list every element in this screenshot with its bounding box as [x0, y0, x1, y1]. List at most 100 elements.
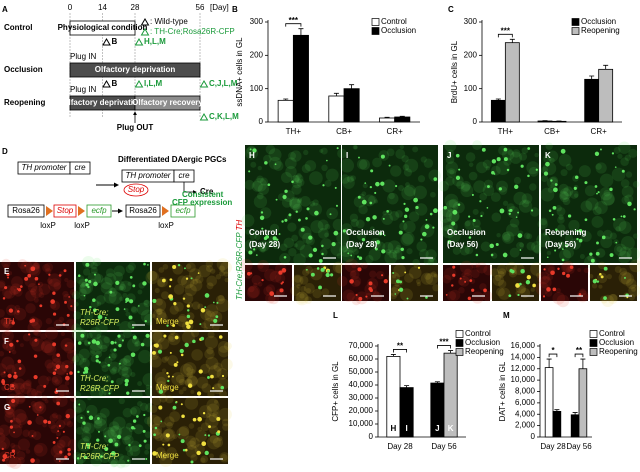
cell [370, 169, 374, 173]
texture [113, 271, 124, 282]
texture [217, 294, 225, 302]
texture [173, 284, 185, 295]
cell [6, 272, 10, 277]
cell [369, 288, 373, 293]
cell [128, 443, 131, 447]
texture [558, 231, 564, 237]
cell [402, 220, 405, 223]
cell [54, 368, 57, 371]
texture [452, 175, 464, 187]
cell [551, 213, 554, 216]
error-bar [572, 412, 578, 415]
texture [217, 377, 230, 390]
cell [455, 175, 461, 181]
cell [84, 370, 89, 374]
cell [520, 164, 524, 168]
cell [124, 378, 129, 384]
cell [132, 419, 137, 423]
texture [119, 358, 128, 366]
texture [559, 192, 570, 203]
micrograph [146, 394, 232, 468]
texture [269, 270, 282, 283]
texture [105, 268, 115, 278]
cell [220, 385, 225, 390]
cell [114, 442, 119, 447]
texture [392, 249, 403, 260]
y-tick-label: 16,000 [511, 341, 536, 350]
texture [27, 429, 37, 439]
cell [1, 447, 4, 451]
cell [152, 298, 157, 303]
cell [458, 168, 461, 171]
cell [187, 309, 190, 312]
cell [129, 299, 134, 304]
texture [46, 362, 58, 374]
texture [10, 417, 22, 429]
cell [382, 217, 385, 220]
cell [179, 348, 184, 354]
excised-stop [123, 183, 149, 197]
cell [275, 198, 278, 201]
cell [95, 355, 99, 359]
cell [108, 356, 111, 359]
cell [493, 173, 496, 175]
texture [101, 364, 109, 373]
texture [155, 298, 163, 306]
cell [56, 401, 61, 406]
cell [34, 276, 39, 281]
cell [86, 410, 90, 414]
texture [200, 322, 207, 329]
texture [223, 271, 229, 277]
texture [78, 288, 87, 297]
texture [99, 451, 111, 464]
texture [521, 147, 529, 154]
texture [37, 281, 44, 288]
texture [448, 198, 459, 209]
significance-bracket [437, 345, 451, 349]
texture [619, 267, 628, 276]
cell [279, 288, 284, 293]
texture [464, 220, 471, 227]
cell [308, 235, 313, 240]
texture [62, 293, 72, 303]
x-tick-label: Day 28 [387, 442, 413, 451]
texture [430, 191, 436, 198]
texture [123, 329, 132, 339]
texture [412, 146, 419, 153]
y-axis-label: DAT+ cells in GL [498, 361, 507, 421]
texture [480, 241, 491, 252]
cell [145, 333, 150, 338]
texture [369, 226, 375, 232]
texture [558, 214, 564, 220]
texture [18, 424, 23, 429]
texture [304, 160, 317, 172]
texture [617, 251, 631, 264]
texture [281, 197, 293, 208]
cell [76, 457, 80, 460]
cell [178, 433, 181, 436]
cell [58, 424, 62, 428]
cell [91, 339, 97, 344]
texture [257, 263, 264, 269]
cell [530, 209, 534, 212]
texture [416, 282, 421, 287]
texture [471, 262, 478, 269]
texture [312, 199, 319, 206]
texture [78, 278, 87, 287]
cell [331, 242, 336, 247]
cell [87, 285, 90, 289]
micrograph [535, 260, 590, 308]
texture [626, 278, 637, 290]
bar [277, 99, 294, 123]
texture [288, 247, 297, 257]
cell [381, 249, 386, 254]
cell [68, 296, 71, 298]
cell [520, 269, 525, 274]
texture [459, 260, 474, 274]
texture [80, 283, 86, 289]
cell [499, 208, 505, 214]
bar [504, 42, 520, 123]
cell [600, 275, 604, 279]
texture [182, 293, 194, 304]
texture [632, 233, 639, 239]
